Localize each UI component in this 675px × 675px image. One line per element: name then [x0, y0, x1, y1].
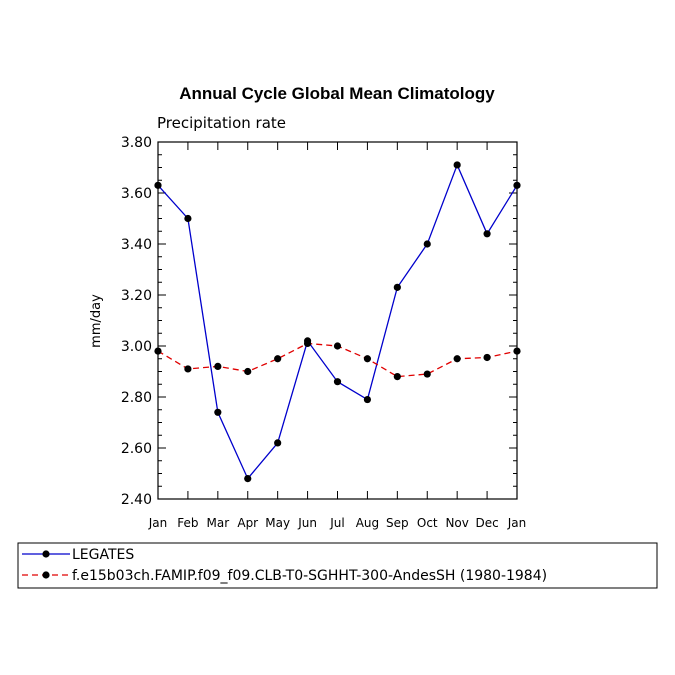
data-point [393, 283, 401, 291]
data-point [244, 475, 252, 483]
data-point [333, 378, 342, 386]
data-point [184, 365, 192, 373]
data-point [244, 367, 252, 376]
x-tick-label: Nov [445, 516, 468, 530]
legend-label-1: LEGATES [72, 547, 134, 563]
x-tick-label: Oct [417, 516, 438, 530]
data-point [303, 339, 312, 348]
chart-subtitle: Precipitation rate [157, 114, 286, 132]
data-point [483, 230, 491, 238]
plot-frame [157, 141, 518, 500]
y-tick-label: 2.40 [121, 492, 152, 508]
data-point [274, 439, 282, 447]
data-point [274, 355, 282, 363]
data-point [154, 347, 162, 355]
x-tick-label: Jul [329, 516, 344, 530]
legend: LEGATES f.e15b03ch.FAMIP.f09_f09.CLB-T0-S… [17, 542, 658, 589]
x-tick-label: Jan [507, 516, 527, 530]
data-point [214, 408, 222, 416]
x-tick-label: Jun [297, 516, 317, 530]
x-tick-label: Dec [475, 516, 498, 530]
data-point [453, 355, 461, 363]
axes: 2.40 2.60 2.80 3.00 3.20 3.40 3.60 3.80 Jan Feb Ma… [121, 135, 526, 530]
data-point [513, 181, 521, 189]
y-tick-label: 2.60 [121, 441, 152, 457]
y-axis-label: mm/day [89, 294, 104, 348]
data-point [513, 347, 521, 355]
x-tick-label: Jan [148, 516, 168, 530]
data-point [333, 342, 342, 350]
y-tick-label: 3.80 [121, 135, 152, 151]
y-tick-label: 3.60 [121, 186, 152, 202]
x-tick-label: May [265, 516, 290, 530]
series-2 [154, 339, 521, 381]
y-tick-label: 3.20 [121, 288, 152, 304]
y-tick-label: 3.00 [121, 339, 152, 355]
legend-marker-2 [42, 571, 50, 579]
data-point [453, 161, 461, 169]
data-point [423, 240, 431, 248]
y-tick-label: 2.80 [121, 390, 152, 406]
data-point [363, 355, 372, 363]
series-line [157, 163, 518, 480]
series-layer [154, 161, 521, 483]
data-point [184, 214, 192, 223]
data-point [393, 373, 401, 381]
x-tick-label: Apr [237, 516, 258, 530]
legend-box [17, 542, 658, 589]
data-point [363, 395, 372, 404]
x-tick-label: Sep [386, 516, 409, 530]
data-point [154, 181, 162, 189]
legend-label-2: f.e15b03ch.FAMIP.f09_f09.CLB-T0-SGHHT-30… [72, 568, 547, 584]
chart-title: Annual Cycle Global Mean Climatology [179, 84, 495, 103]
data-point [214, 362, 222, 370]
x-tick-label: Feb [177, 516, 198, 530]
series-1 [154, 161, 521, 483]
x-tick-label: Aug [356, 516, 379, 530]
y-tick-label: 3.40 [121, 237, 152, 253]
data-point [483, 353, 491, 362]
data-point [423, 370, 431, 378]
legend-marker-1 [42, 550, 50, 558]
x-tick-label: Mar [207, 516, 230, 530]
